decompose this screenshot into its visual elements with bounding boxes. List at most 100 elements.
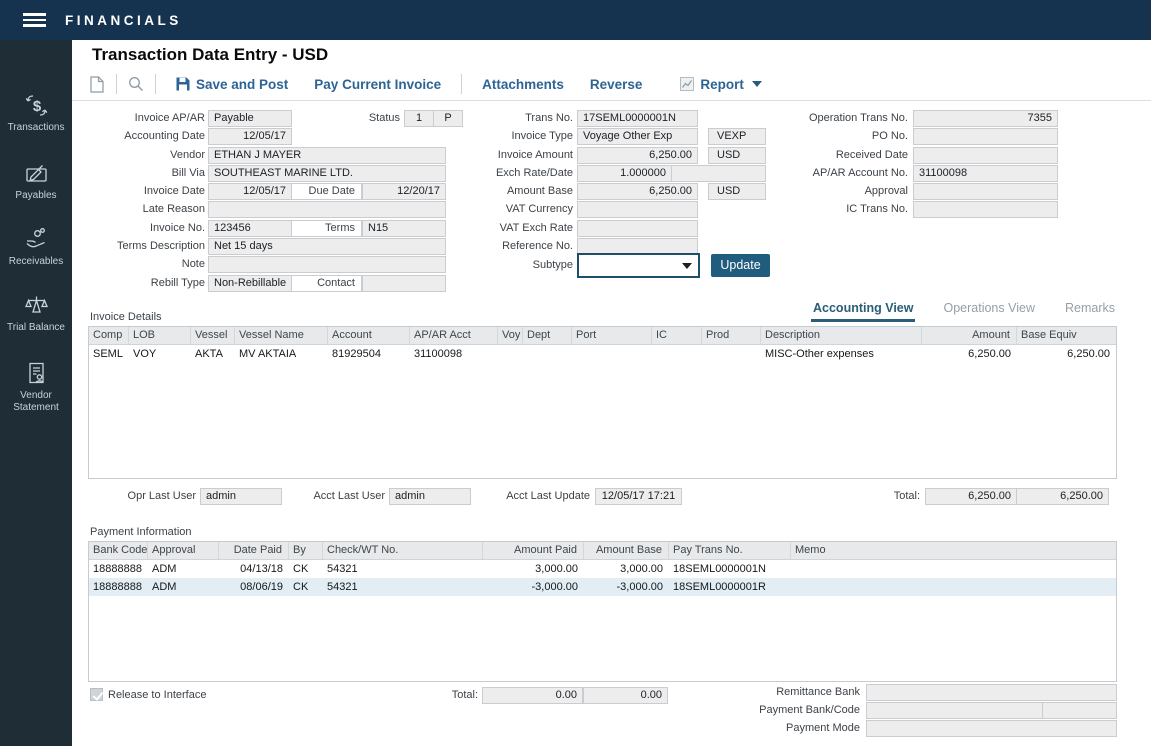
trial-balance-icon — [24, 296, 48, 313]
opr-last-user-label: Opr Last User — [127, 490, 196, 502]
reference-no-label: Reference No. — [502, 240, 573, 252]
vendor-field[interactable]: ETHAN J MAYER — [208, 147, 446, 164]
cell-prod — [702, 345, 761, 363]
search-icon — [129, 77, 143, 91]
sidebar-item-transactions[interactable]: $ Transactions — [0, 92, 72, 134]
app-title: FINANCIALS — [65, 13, 182, 28]
col-pay-trans-no: Pay Trans No. — [669, 542, 791, 559]
toolbar-separator — [155, 74, 156, 94]
cell-date-paid: 04/13/18 — [240, 563, 283, 575]
late-reason-label: Late Reason — [142, 203, 205, 215]
invoice-amount-label: Invoice Amount — [497, 149, 573, 161]
col-lob: LOB — [129, 327, 191, 344]
status-code-field[interactable]: 1 — [404, 110, 434, 127]
terms-label: Terms — [291, 220, 362, 237]
save-and-post-button[interactable]: Save and Post — [176, 77, 288, 92]
invoice-no-field[interactable]: 123456 — [208, 220, 292, 237]
cell-check-wt-no: 54321 — [327, 563, 358, 575]
col-apar-acct: AP/AR Acct — [410, 327, 498, 344]
new-document-button[interactable] — [85, 75, 109, 93]
received-date-label: Received Date — [835, 149, 908, 161]
attachments-button[interactable]: Attachments — [482, 77, 564, 92]
toolbar-separator — [116, 74, 117, 94]
remittance-bank-field[interactable] — [866, 684, 1117, 701]
cell-account: 81929504 — [332, 348, 381, 360]
payments-total-label: Total: — [451, 689, 478, 701]
tab-operations-view[interactable]: Operations View — [943, 301, 1035, 315]
check-icon — [91, 688, 104, 701]
vat-currency-label: VAT Currency — [505, 203, 573, 215]
invoice-no-label: Invoice No. — [149, 222, 205, 234]
release-to-interface-checkbox[interactable] — [90, 688, 104, 701]
col-ic: IC — [652, 327, 702, 344]
invoice-type-field[interactable]: Voyage Other Exp — [577, 128, 698, 145]
invoice-apar-field[interactable]: Payable — [208, 110, 292, 127]
invoice-date-field[interactable]: 12/05/17 — [208, 183, 292, 200]
opr-last-user-field[interactable]: admin — [200, 488, 282, 505]
remittance-bank-label: Remittance Bank — [776, 686, 860, 698]
invoice-amount-field[interactable]: 6,250.00 — [577, 147, 698, 164]
payment-mode-field[interactable] — [866, 720, 1117, 737]
sidebar-item-receivables[interactable]: Receivables — [0, 226, 72, 268]
col-date-paid: Date Paid — [219, 542, 289, 559]
payment-bank-code-field[interactable] — [1042, 702, 1117, 719]
top-header-bar: FINANCIALS — [0, 0, 1151, 40]
invoice-currency-field[interactable]: USD — [708, 147, 766, 164]
payment-row[interactable]: 18888888 ADM 08/06/19 CK 54321 -3,000.00… — [89, 578, 1116, 596]
toolbar: Save and Post Pay Current Invoice Attach… — [85, 71, 775, 97]
operation-trans-no-field[interactable]: 7355 — [913, 110, 1058, 127]
report-button[interactable]: Report — [680, 77, 762, 92]
received-date-field[interactable] — [913, 147, 1058, 164]
sidebar-item-vendor-statement[interactable]: Vendor Statement — [0, 360, 72, 413]
subtype-label: Subtype — [532, 259, 573, 271]
sidebar-item-payables[interactable]: Payables — [0, 160, 72, 202]
vat-currency-field[interactable] — [577, 201, 698, 218]
exch-date-field[interactable] — [671, 165, 766, 182]
accounting-date-field[interactable]: 12/05/17 — [208, 128, 292, 145]
cell-memo — [791, 578, 1116, 596]
payment-bank-field[interactable] — [866, 702, 1043, 719]
amount-base-currency-field[interactable]: USD — [708, 183, 766, 200]
late-reason-field[interactable] — [208, 201, 446, 218]
cell-description: MISC-Other expenses — [765, 348, 874, 360]
ic-trans-no-field[interactable] — [913, 201, 1058, 218]
terms-field[interactable]: N15 — [362, 220, 446, 237]
tab-remarks[interactable]: Remarks — [1064, 301, 1115, 315]
due-date-label: Due Date — [291, 183, 362, 200]
subtype-dropdown[interactable] — [577, 253, 700, 278]
status-flag-field[interactable]: P — [433, 110, 463, 127]
menu-hamburger-icon[interactable] — [23, 13, 46, 28]
po-no-field[interactable] — [913, 128, 1058, 145]
vat-exch-rate-field[interactable] — [577, 220, 698, 237]
pay-current-invoice-button[interactable]: Pay Current Invoice — [314, 77, 441, 92]
payments-total-paid-field: 0.00 — [482, 687, 583, 704]
invoice-type-code-field[interactable]: VEXP — [708, 128, 766, 145]
cell-approval: ADM — [152, 563, 177, 575]
note-field[interactable] — [208, 256, 446, 273]
rebill-type-field[interactable]: Non-Rebillable — [208, 275, 292, 292]
acct-last-update-field[interactable]: 12/05/17 17:21 — [595, 488, 682, 505]
invoice-type-label: Invoice Type — [511, 130, 573, 142]
invoice-details-row[interactable]: SEML VOY AKTA MV AKTAIA 81929504 3110009… — [89, 345, 1116, 363]
update-button[interactable]: Update — [711, 254, 770, 277]
amount-base-field[interactable]: 6,250.00 — [577, 183, 698, 200]
exch-rate-field[interactable]: 1.000000 — [577, 165, 672, 182]
payment-row[interactable]: 18888888 ADM 04/13/18 CK 54321 3,000.00 … — [89, 560, 1116, 578]
apar-account-no-field[interactable]: 31100098 — [913, 165, 1058, 182]
tab-accounting-view[interactable]: Accounting View — [811, 301, 916, 322]
report-caret-icon — [751, 81, 762, 87]
due-date-field[interactable]: 12/20/17 — [362, 183, 446, 200]
terms-description-field[interactable]: Net 15 days — [208, 238, 446, 255]
trans-no-field[interactable]: 17SEML0000001N — [577, 110, 698, 127]
transactions-icon: $ — [25, 95, 47, 116]
acct-last-user-field[interactable]: admin — [389, 488, 471, 505]
search-button[interactable] — [124, 76, 148, 92]
sidebar-item-trial-balance[interactable]: Trial Balance — [0, 292, 72, 334]
cell-voy — [498, 345, 523, 363]
details-total-amount-field: 6,250.00 — [925, 488, 1017, 505]
po-no-label: PO No. — [871, 130, 908, 142]
reverse-button[interactable]: Reverse — [590, 77, 643, 92]
contact-field[interactable] — [362, 275, 446, 292]
approval-field[interactable] — [913, 183, 1058, 200]
bill-via-field[interactable]: SOUTHEAST MARINE LTD. — [208, 165, 446, 182]
